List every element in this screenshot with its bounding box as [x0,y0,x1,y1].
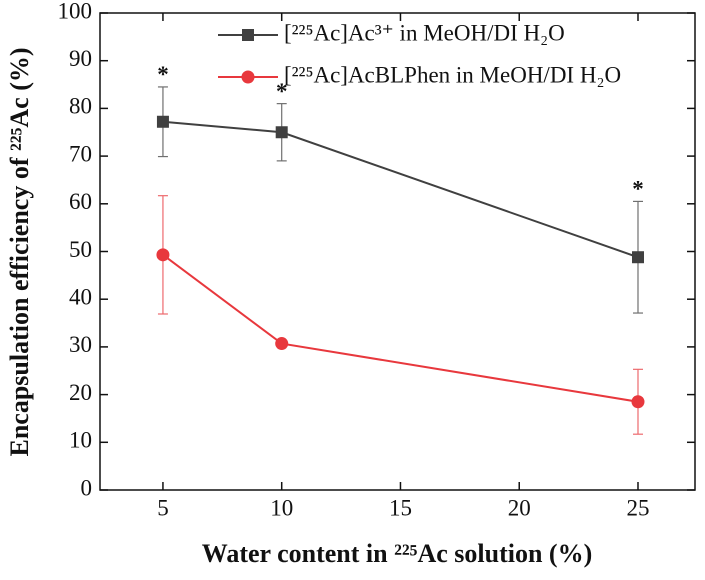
x-tick-label: 10 [270,495,293,520]
annotation: * [632,177,644,202]
y-tick-label: 10 [69,428,92,453]
x-tick-label: 25 [626,495,649,520]
annotation: * [276,79,288,104]
point [156,248,170,262]
legend-marker [241,70,255,84]
legend-label: [²²⁵Ac]Ac³⁺ in MeOH/DI H₂O [284,20,565,45]
y-tick-label: 80 [69,94,92,119]
y-tick-label: 100 [58,0,93,23]
point [631,395,645,409]
y-tick-label: 70 [69,141,92,166]
x-tick-label: 20 [508,495,531,520]
legend-marker [242,29,254,41]
x-axis-label: Water content in ²²⁵Ac solution (%) [202,539,593,568]
x-tick-label: 15 [389,495,412,520]
point [275,337,289,351]
y-tick-label: 60 [69,189,92,214]
series-line [162,254,639,403]
legend-label: [²²⁵Ac]AcBLPhen in MeOH/DI H₂O [284,62,621,87]
y-tick-label: 0 [81,475,93,500]
point [156,115,169,128]
y-tick-label: 90 [69,46,92,71]
point [275,126,288,139]
y-tick-label: 40 [69,284,92,309]
y-tick-label: 20 [69,380,92,405]
annotation: * [157,62,169,87]
x-tick-label: 5 [157,495,169,520]
y-tick-label: 50 [69,237,92,262]
series-line [162,120,639,259]
y-tick-label: 30 [69,332,92,357]
y-axis-label: Encapsulation efficiency of ²²⁵Ac (%) [5,47,34,456]
point [631,251,644,264]
